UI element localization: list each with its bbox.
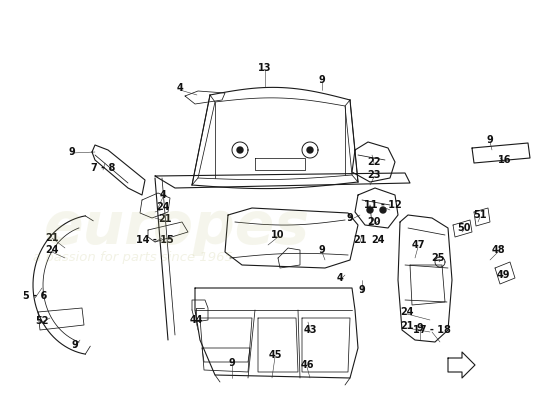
Text: 10: 10 [271,230,285,240]
Text: a passion for parts since 1965: a passion for parts since 1965 [33,252,233,264]
Text: 24: 24 [400,307,414,317]
Text: 24: 24 [156,202,170,212]
Text: 9: 9 [72,340,78,350]
Text: 21: 21 [158,214,172,224]
Text: 9: 9 [69,147,75,157]
Text: 17 - 18: 17 - 18 [413,325,451,335]
Text: 24: 24 [371,235,385,245]
Text: 21: 21 [353,235,367,245]
Text: 51: 51 [473,210,487,220]
Polygon shape [367,207,373,213]
Text: 9: 9 [346,213,353,223]
Text: 20: 20 [367,217,381,227]
Text: 9: 9 [487,135,493,145]
Text: 9: 9 [359,285,365,295]
Text: 21: 21 [400,321,414,331]
Text: 11 - 12: 11 - 12 [364,200,402,210]
Text: 44: 44 [189,315,203,325]
Text: 5 - 6: 5 - 6 [23,291,47,301]
Text: 9: 9 [318,245,326,255]
Text: 4: 4 [177,83,183,93]
Text: 46: 46 [300,360,313,370]
Polygon shape [380,207,386,213]
Text: 9: 9 [318,75,326,85]
Polygon shape [307,147,313,153]
Text: 47: 47 [411,240,425,250]
Text: 48: 48 [491,245,505,255]
Text: 14 - 15: 14 - 15 [136,235,174,245]
Text: 4: 4 [160,190,166,200]
Text: 7 - 8: 7 - 8 [91,163,115,173]
Text: 49: 49 [496,270,510,280]
Text: 9: 9 [417,323,424,333]
Text: 45: 45 [268,350,282,360]
Polygon shape [237,147,243,153]
Text: europes: europes [44,200,310,256]
Text: 21: 21 [45,233,59,243]
Text: 16: 16 [498,155,512,165]
Text: 25: 25 [431,253,445,263]
Text: 23: 23 [367,170,381,180]
Text: 13: 13 [258,63,272,73]
Text: 9: 9 [229,358,235,368]
Text: 4: 4 [337,273,343,283]
Text: 50: 50 [457,223,471,233]
Text: 24: 24 [45,245,59,255]
Text: 52: 52 [35,316,49,326]
Text: 22: 22 [367,157,381,167]
Text: 43: 43 [303,325,317,335]
